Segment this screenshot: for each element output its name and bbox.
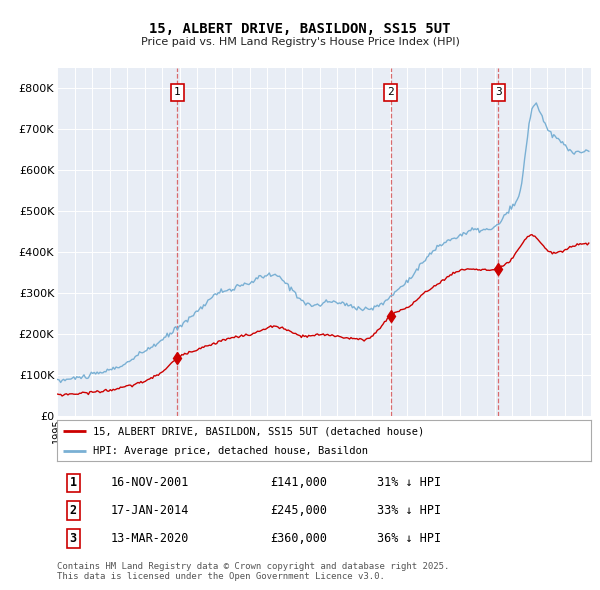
Text: £141,000: £141,000 <box>271 477 328 490</box>
Text: HPI: Average price, detached house, Basildon: HPI: Average price, detached house, Basi… <box>94 446 368 456</box>
Text: Contains HM Land Registry data © Crown copyright and database right 2025.
This d: Contains HM Land Registry data © Crown c… <box>57 562 449 581</box>
Text: 16-NOV-2001: 16-NOV-2001 <box>110 477 189 490</box>
Text: 31% ↓ HPI: 31% ↓ HPI <box>377 477 442 490</box>
Text: 36% ↓ HPI: 36% ↓ HPI <box>377 532 442 545</box>
Text: 1: 1 <box>70 477 77 490</box>
Text: 2: 2 <box>387 87 394 97</box>
Text: 13-MAR-2020: 13-MAR-2020 <box>110 532 189 545</box>
Text: 15, ALBERT DRIVE, BASILDON, SS15 5UT (detached house): 15, ALBERT DRIVE, BASILDON, SS15 5UT (de… <box>94 426 425 436</box>
Text: 33% ↓ HPI: 33% ↓ HPI <box>377 504 442 517</box>
Text: £245,000: £245,000 <box>271 504 328 517</box>
Text: 17-JAN-2014: 17-JAN-2014 <box>110 504 189 517</box>
Text: £360,000: £360,000 <box>271 532 328 545</box>
Text: 1: 1 <box>174 87 181 97</box>
Text: 2: 2 <box>70 504 77 517</box>
Text: Price paid vs. HM Land Registry's House Price Index (HPI): Price paid vs. HM Land Registry's House … <box>140 37 460 47</box>
Text: 3: 3 <box>70 532 77 545</box>
Text: 15, ALBERT DRIVE, BASILDON, SS15 5UT: 15, ALBERT DRIVE, BASILDON, SS15 5UT <box>149 22 451 37</box>
Text: 3: 3 <box>495 87 502 97</box>
